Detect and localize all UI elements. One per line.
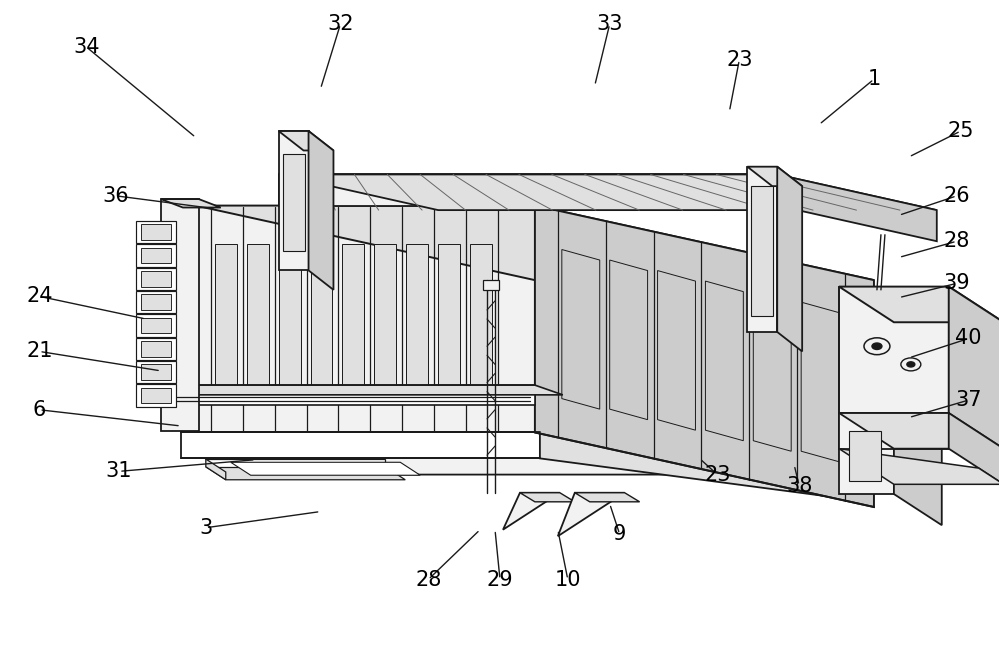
Polygon shape	[777, 174, 937, 242]
Polygon shape	[279, 174, 777, 206]
Polygon shape	[149, 385, 535, 404]
Polygon shape	[279, 131, 333, 150]
Polygon shape	[141, 294, 171, 310]
Polygon shape	[438, 244, 460, 387]
Polygon shape	[658, 271, 695, 430]
Text: 10: 10	[555, 570, 581, 590]
Text: 3: 3	[199, 518, 212, 538]
Polygon shape	[949, 286, 1000, 452]
Polygon shape	[540, 432, 859, 501]
Polygon shape	[279, 131, 309, 270]
Polygon shape	[279, 244, 301, 387]
Polygon shape	[161, 199, 199, 430]
Polygon shape	[705, 281, 743, 441]
Polygon shape	[136, 314, 176, 337]
Polygon shape	[136, 338, 176, 360]
Polygon shape	[610, 260, 648, 420]
Polygon shape	[136, 291, 176, 313]
Polygon shape	[196, 206, 874, 280]
Polygon shape	[311, 244, 332, 387]
Polygon shape	[309, 131, 333, 290]
Polygon shape	[406, 244, 428, 387]
Polygon shape	[206, 459, 226, 480]
Text: 24: 24	[26, 286, 53, 307]
Polygon shape	[562, 249, 600, 409]
Text: 23: 23	[726, 49, 753, 70]
Text: 25: 25	[947, 121, 974, 141]
Polygon shape	[342, 244, 364, 387]
Polygon shape	[849, 431, 881, 481]
Polygon shape	[470, 244, 492, 387]
Polygon shape	[483, 280, 499, 290]
Polygon shape	[136, 268, 176, 290]
Polygon shape	[141, 225, 171, 240]
Polygon shape	[535, 206, 874, 507]
Polygon shape	[215, 244, 237, 387]
Polygon shape	[231, 462, 420, 475]
Polygon shape	[894, 413, 942, 525]
Polygon shape	[141, 388, 171, 403]
Polygon shape	[196, 206, 535, 432]
Polygon shape	[136, 221, 176, 243]
Polygon shape	[753, 292, 791, 451]
Text: 39: 39	[943, 273, 970, 294]
Polygon shape	[777, 167, 802, 352]
Polygon shape	[751, 186, 773, 316]
Polygon shape	[141, 248, 171, 263]
Polygon shape	[181, 432, 540, 458]
Polygon shape	[136, 245, 176, 266]
Text: 37: 37	[955, 390, 982, 410]
Polygon shape	[206, 459, 385, 467]
Polygon shape	[747, 167, 777, 332]
Text: 1: 1	[867, 69, 881, 89]
Text: 34: 34	[73, 36, 99, 57]
Text: 31: 31	[106, 462, 132, 481]
Text: 28: 28	[415, 570, 441, 590]
Polygon shape	[520, 493, 575, 502]
Circle shape	[872, 343, 882, 350]
Polygon shape	[283, 154, 305, 251]
Polygon shape	[801, 302, 839, 462]
Text: 26: 26	[943, 186, 970, 206]
Polygon shape	[839, 449, 1000, 484]
Text: 38: 38	[786, 476, 812, 495]
Polygon shape	[141, 318, 171, 333]
Text: 6: 6	[33, 400, 46, 420]
Polygon shape	[374, 244, 396, 387]
Polygon shape	[149, 385, 563, 395]
Polygon shape	[839, 286, 949, 416]
Polygon shape	[136, 361, 176, 383]
Text: 23: 23	[704, 465, 731, 484]
Polygon shape	[161, 199, 221, 208]
Polygon shape	[839, 413, 1000, 449]
Polygon shape	[247, 244, 269, 387]
Circle shape	[907, 362, 915, 367]
Text: 40: 40	[955, 329, 982, 348]
Text: 28: 28	[944, 231, 970, 251]
Polygon shape	[136, 385, 176, 406]
Text: 9: 9	[613, 524, 626, 544]
Polygon shape	[558, 493, 625, 536]
Text: 21: 21	[26, 341, 53, 361]
Polygon shape	[839, 413, 942, 444]
Polygon shape	[503, 493, 560, 530]
Text: 29: 29	[487, 570, 513, 590]
Polygon shape	[839, 413, 949, 449]
Polygon shape	[575, 493, 640, 502]
Polygon shape	[839, 286, 1000, 322]
Polygon shape	[141, 365, 171, 380]
Polygon shape	[141, 271, 171, 286]
Polygon shape	[747, 167, 802, 186]
Text: 32: 32	[327, 14, 354, 34]
Polygon shape	[949, 413, 1000, 484]
Text: 33: 33	[596, 14, 623, 34]
Text: 36: 36	[103, 186, 129, 206]
Polygon shape	[279, 174, 937, 210]
Polygon shape	[181, 432, 859, 475]
Polygon shape	[206, 467, 405, 480]
Polygon shape	[141, 341, 171, 357]
Polygon shape	[839, 413, 894, 494]
